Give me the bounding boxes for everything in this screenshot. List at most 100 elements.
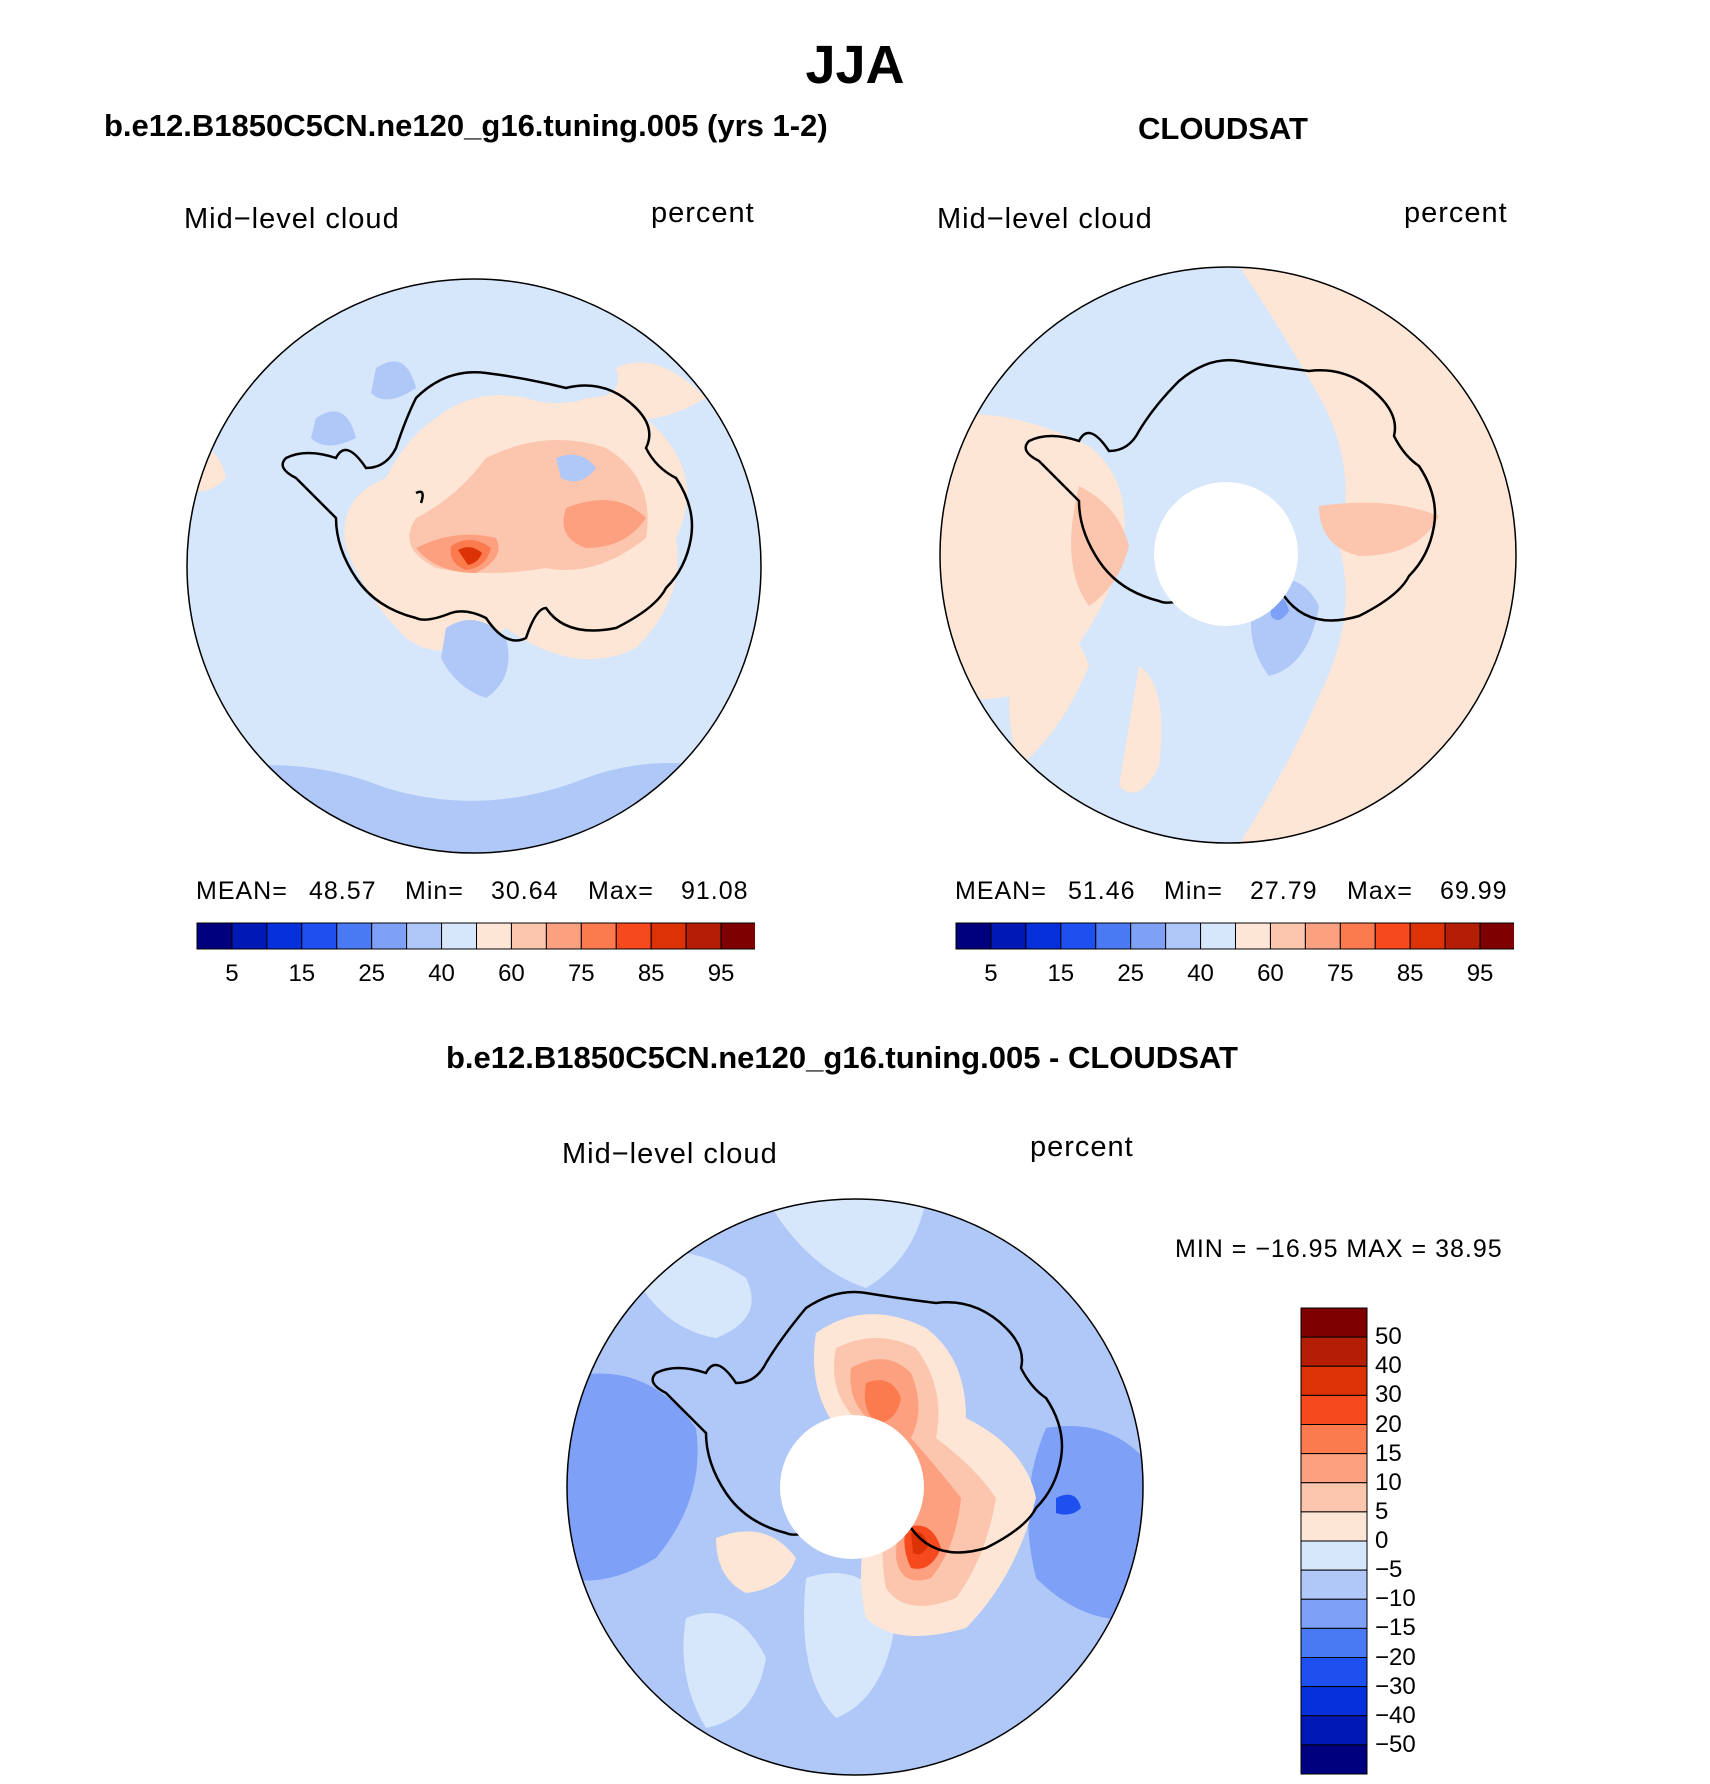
obs-east-cloud-band (1239, 267, 1516, 843)
model-units-label: percent (651, 197, 755, 229)
model-colorbar-swatch (650, 922, 687, 950)
diff-colorbar-swatch (1300, 1482, 1368, 1513)
diff-colorbar-tick-label: 0 (1375, 1527, 1389, 1554)
model-mean-value: 48.57 (309, 877, 377, 905)
model-colorbar-swatch (231, 922, 268, 950)
model-colorbar-swatch (441, 922, 477, 950)
obs-max-value: 69.99 (1440, 877, 1508, 905)
diff-polar-gap (780, 1415, 924, 1559)
diff-colorbar-swatch (1300, 1569, 1368, 1600)
obs-colorbar-swatch (1235, 922, 1271, 950)
obs-polar-gap (1154, 482, 1298, 626)
model-colorbar-swatch (545, 922, 582, 950)
diff-colorbar-swatch (1300, 1511, 1368, 1542)
model-colorbar-tick-label: 25 (358, 960, 386, 987)
model-map (186, 278, 762, 854)
model-colorbar-swatch (510, 922, 547, 950)
obs-colorbar-swatch (1479, 922, 1514, 950)
model-coastline (281, 371, 694, 642)
diff-colorbar-swatch (1300, 1365, 1368, 1396)
diff-colorbar-swatch (1300, 1598, 1368, 1629)
diff-colorbar-swatch (1300, 1627, 1368, 1659)
diff-colorbar-tick-label: −40 (1375, 1701, 1416, 1729)
diff-colorbar-swatch (1300, 1394, 1368, 1426)
obs-colorbar-tick-label: 85 (1396, 960, 1424, 987)
model-colorbar-swatch (196, 922, 233, 950)
model-max-label: Max= (588, 877, 654, 905)
obs-colorbar-swatch (1060, 922, 1097, 950)
diff-colorbar-tick-label: −5 (1375, 1556, 1403, 1584)
diff-colorbar (1300, 1307, 1368, 1775)
diff-colorbar-swatch (1300, 1540, 1368, 1571)
diff-colorbar-tick-label: −15 (1375, 1614, 1416, 1642)
obs-colorbar-tick-label: 5 (984, 960, 998, 987)
obs-colorbar-tick-label: 25 (1117, 960, 1145, 987)
model-colorbar (196, 922, 755, 950)
model-colorbar-tick-label: 60 (498, 960, 525, 987)
obs-colorbar-swatch (1095, 922, 1132, 950)
model-colorbar-swatch (266, 922, 303, 950)
diff-colorbar-swatch (1300, 1686, 1368, 1717)
diff-units-label: percent (1030, 1131, 1134, 1163)
obs-colorbar-tick-label: 75 (1326, 960, 1354, 987)
obs-colorbar-swatch (1130, 922, 1167, 950)
obs-map (939, 266, 1517, 844)
diff-colorbar-tick-label: 15 (1375, 1439, 1402, 1467)
obs-colorbar-swatch (1165, 922, 1202, 950)
model-mean-label: MEAN= (196, 877, 288, 905)
obs-mean-value: 51.46 (1068, 877, 1136, 905)
obs-max-label: Max= (1347, 877, 1413, 905)
obs-colorbar-swatch (1444, 922, 1481, 950)
obs-colorbar-swatch (1339, 922, 1376, 950)
model-colorbar-swatch (720, 922, 755, 950)
model-min-value: 30.64 (491, 877, 559, 905)
obs-colorbar-swatch (1200, 922, 1236, 950)
diff-colorbar-swatch (1300, 1453, 1368, 1484)
diff-colorbar-swatch (1300, 1336, 1368, 1367)
diff-colorbar-tick-label: 20 (1375, 1410, 1402, 1438)
model-colorbar-swatch (685, 922, 722, 950)
obs-min-label: Min= (1164, 877, 1223, 905)
model-colorbar-swatch (476, 922, 512, 950)
model-colorbar-tick-label: 95 (707, 960, 735, 987)
obs-west-cloud-band (940, 414, 1125, 700)
obs-colorbar (955, 922, 1514, 950)
diff-colorbar-tick-label: −50 (1375, 1730, 1416, 1758)
figure-title: JJA (805, 35, 905, 95)
model-colorbar-swatch (301, 922, 338, 950)
model-colorbar-swatch (406, 922, 443, 950)
obs-panel-heading: CLOUDSAT (1138, 111, 1308, 146)
obs-colorbar-swatch (1269, 922, 1306, 950)
model-ross-sea (441, 620, 509, 698)
diff-panel-heading: b.e12.B1850C5CN.ne120_g16.tuning.005 - C… (446, 1040, 1238, 1075)
obs-colorbar-swatch (1304, 922, 1341, 950)
obs-colorbar-tick-label: 40 (1187, 960, 1214, 987)
diff-colorbar-tick-label: 50 (1375, 1323, 1402, 1351)
model-colorbar-tick-label: 15 (288, 960, 316, 987)
diff-colorbar-swatch (1300, 1744, 1368, 1775)
diff-colorbar-tick-label: 30 (1375, 1381, 1402, 1409)
obs-colorbar-tick-label: 95 (1466, 960, 1494, 987)
diff-variable-label: Mid−level cloud (562, 1138, 778, 1170)
obs-variable-label: Mid−level cloud (937, 203, 1153, 235)
diff-min-max-readout: MIN = −16.95 MAX = 38.95 (1175, 1235, 1503, 1263)
diff-colorbar-tick-label: −30 (1375, 1672, 1416, 1700)
model-variable-label: Mid−level cloud (184, 203, 400, 235)
model-colorbar-tick-label: 5 (225, 960, 239, 987)
obs-colorbar-swatch (1409, 922, 1446, 950)
diff-colorbar-swatch (1300, 1424, 1368, 1455)
diff-colorbar-swatch (1300, 1657, 1368, 1688)
diff-colorbar-tick-label: 40 (1375, 1352, 1402, 1380)
obs-min-value: 27.79 (1250, 877, 1318, 905)
model-colorbar-tick-label: 85 (637, 960, 665, 987)
diff-colorbar-tick-label: 5 (1375, 1497, 1389, 1525)
model-colorbar-tick-label: 40 (428, 960, 455, 987)
obs-colorbar-swatch (955, 922, 992, 950)
model-colorbar-swatch (336, 922, 373, 950)
diff-colorbar-tick-label: −20 (1375, 1643, 1416, 1671)
obs-colorbar-swatch (1025, 922, 1062, 950)
diff-colorbar-swatch (1300, 1715, 1368, 1746)
model-colorbar-swatch (580, 922, 617, 950)
obs-colorbar-tick-label: 15 (1047, 960, 1075, 987)
obs-colorbar-tick-label: 60 (1257, 960, 1284, 987)
